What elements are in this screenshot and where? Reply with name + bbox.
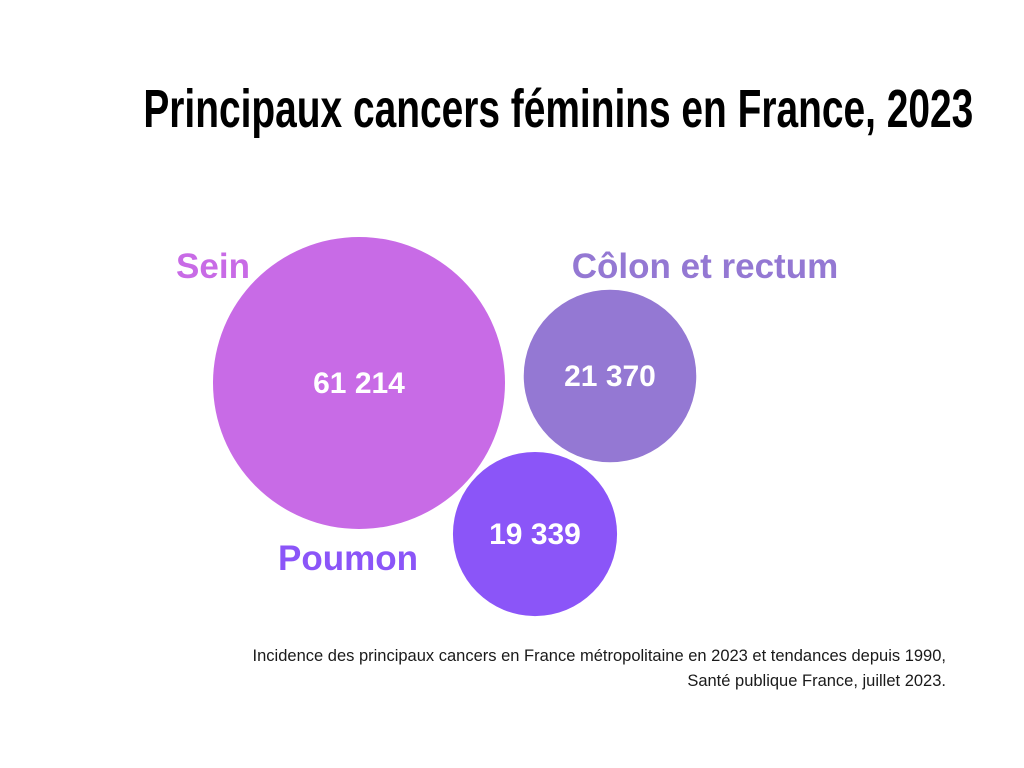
chart-title: Principaux cancers féminins en France, 2…: [143, 79, 974, 139]
bubble-0: [213, 237, 505, 529]
bubble-value-label-2: 19 339: [489, 518, 581, 551]
bubble-category-label-1: Côlon et rectum: [572, 247, 838, 286]
bubble-category-label-0: Sein: [176, 247, 250, 286]
bubble-2: [452, 451, 618, 617]
source-line-1: Incidence des principaux cancers en Fran…: [252, 647, 946, 665]
bubble-value-label-0: 61 214: [313, 367, 405, 400]
bubble-1: [523, 289, 697, 463]
bubble-value-label-1: 21 370: [564, 360, 656, 393]
source-note: Incidence des principaux cancers en Fran…: [253, 644, 946, 694]
source-line-2: Santé publique France, juillet 2023.: [687, 672, 946, 690]
bubble-category-label-2: Poumon: [278, 539, 418, 578]
